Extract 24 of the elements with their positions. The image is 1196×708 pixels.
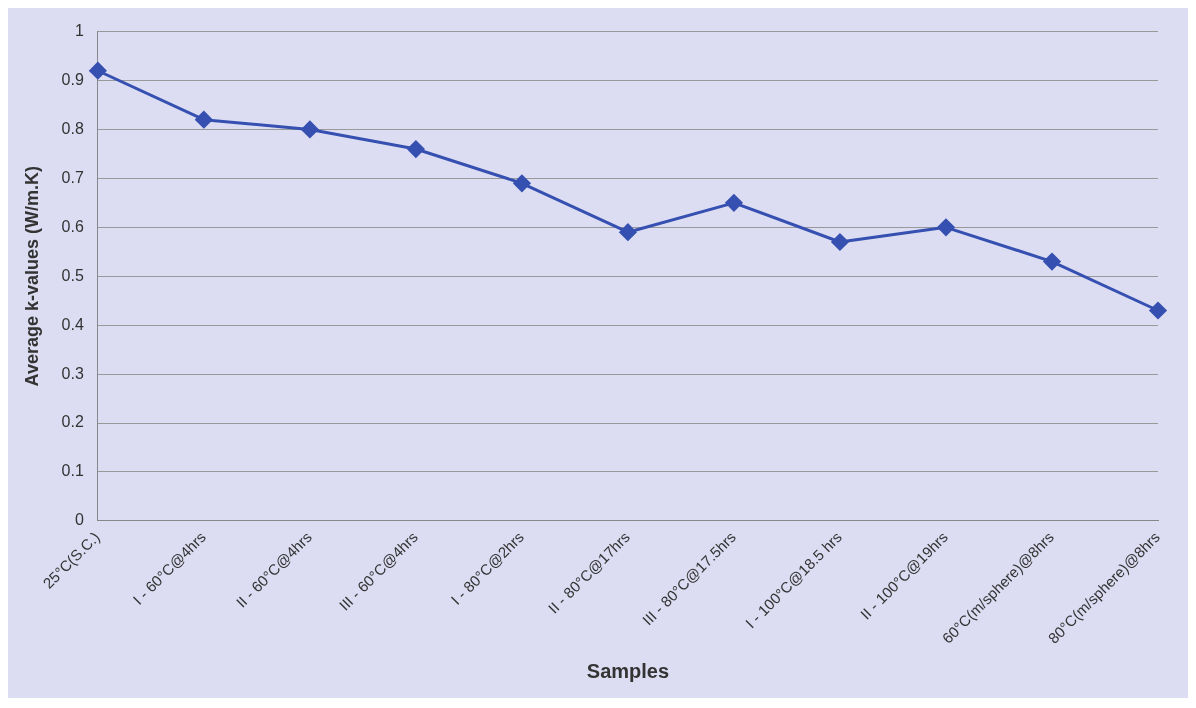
y-tick-label: 0	[74, 511, 84, 529]
x-axis-title: Samples	[586, 659, 670, 682]
y-axis-title: Average k-values (W/m.K)	[21, 166, 42, 387]
point	[513, 174, 531, 192]
y-tick-label: 0.7	[61, 168, 84, 186]
point	[937, 218, 955, 236]
y-tick-label: 0.5	[61, 266, 84, 284]
point	[1149, 302, 1167, 319]
point	[725, 194, 743, 212]
y-tick-label: 0.9	[61, 70, 84, 88]
point	[407, 140, 425, 158]
y-tick-label: 0.6	[61, 217, 84, 235]
point	[1043, 253, 1061, 271]
y-tick-label: 0.2	[61, 413, 84, 431]
point	[89, 62, 107, 80]
y-tick-label: 0.4	[61, 315, 84, 333]
point	[831, 233, 849, 251]
y-tick-label: 0.3	[61, 364, 84, 382]
point	[301, 120, 319, 138]
y-tick-label: 0.1	[61, 462, 84, 480]
y-tick-label: 1	[74, 22, 84, 40]
y-tick-label: 0.8	[61, 119, 84, 137]
point	[619, 223, 637, 241]
point	[195, 111, 213, 129]
